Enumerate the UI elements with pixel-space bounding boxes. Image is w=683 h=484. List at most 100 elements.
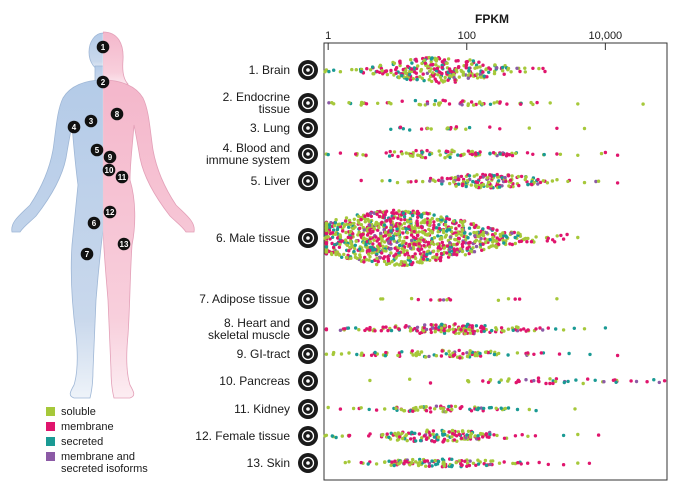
data-point [478, 351, 482, 356]
data-point [603, 150, 608, 155]
data-point [422, 434, 426, 438]
data-point [376, 101, 380, 106]
data-point [346, 326, 351, 330]
data-point [411, 457, 415, 462]
data-point [464, 184, 468, 189]
data-point [527, 126, 531, 130]
data-point [435, 433, 439, 437]
data-point [422, 78, 426, 83]
data-point [431, 429, 436, 433]
data-point [441, 439, 446, 443]
body-marker-number: 7 [85, 250, 90, 259]
data-point [456, 65, 461, 70]
data-point [582, 180, 587, 185]
data-point [357, 230, 361, 234]
body-marker-number: 9 [108, 153, 113, 162]
data-point [425, 148, 429, 153]
data-point [498, 127, 502, 131]
data-point [576, 432, 580, 437]
data-point [362, 236, 366, 240]
data-point [419, 350, 424, 354]
data-point [471, 59, 475, 63]
data-point [354, 68, 358, 72]
data-point [458, 247, 463, 251]
data-point [541, 179, 545, 183]
data-point [418, 331, 422, 335]
data-point [450, 435, 454, 439]
data-point [495, 433, 499, 438]
data-point [471, 461, 476, 465]
data-point [374, 408, 379, 412]
data-point [525, 151, 530, 155]
data-point [445, 251, 449, 255]
data-point [425, 102, 430, 106]
data-point [657, 380, 661, 385]
data-point [380, 433, 384, 437]
data-point [400, 74, 404, 78]
data-point [490, 233, 495, 237]
data-point [467, 463, 472, 468]
data-point [446, 438, 450, 443]
data-point [385, 72, 390, 77]
data-point [384, 325, 388, 329]
data-point [431, 71, 435, 75]
data-point [460, 249, 465, 254]
data-point [420, 150, 424, 154]
data-point [361, 153, 365, 157]
data-point [449, 69, 453, 74]
stomach-icon [298, 344, 318, 364]
data-point [411, 77, 415, 81]
tissue-label-4: 4. Blood and immune system [206, 141, 290, 167]
data-point [488, 432, 492, 437]
legend-label: membrane [61, 421, 114, 433]
data-point [440, 349, 444, 353]
data-point [523, 66, 527, 70]
data-point [487, 245, 491, 250]
data-point [355, 352, 359, 357]
data-point [347, 434, 351, 438]
data-point [450, 148, 454, 152]
tissue-label-line: 13. Skin [247, 456, 290, 470]
data-point [359, 406, 363, 410]
liver-icon [298, 171, 318, 191]
data-point [473, 234, 477, 238]
data-point [413, 252, 417, 256]
data-point [382, 249, 386, 253]
tissue-label-10: 10. Pancreas [219, 374, 290, 388]
data-point [470, 152, 474, 157]
data-point [347, 460, 351, 464]
data-point [486, 380, 491, 385]
data-point [488, 152, 492, 156]
data-point [493, 231, 497, 236]
legend-label: soluble [61, 406, 96, 418]
data-point [393, 459, 397, 463]
tissue-label-line: 1. Brain [249, 63, 290, 77]
data-point [332, 68, 336, 72]
data-point [417, 102, 421, 107]
data-point [441, 298, 446, 302]
data-point [476, 434, 480, 438]
data-point [345, 243, 350, 247]
data-point [465, 354, 470, 359]
data-point [413, 211, 417, 215]
data-point [340, 434, 344, 438]
data-point [545, 239, 549, 243]
data-point [327, 69, 331, 74]
data-points [323, 55, 667, 469]
data-point [435, 217, 439, 222]
data-point [326, 235, 330, 239]
data-point [431, 178, 435, 182]
data-point [461, 240, 465, 245]
data-point [550, 179, 555, 183]
data-point [324, 242, 329, 246]
data-point [482, 74, 486, 78]
data-point [472, 174, 476, 178]
data-point [433, 458, 437, 463]
data-point [498, 234, 503, 238]
data-point [514, 151, 518, 156]
data-point [489, 349, 493, 353]
data-point [461, 99, 465, 103]
data-point [446, 407, 450, 412]
data-point [418, 405, 423, 409]
data-point [443, 432, 447, 437]
